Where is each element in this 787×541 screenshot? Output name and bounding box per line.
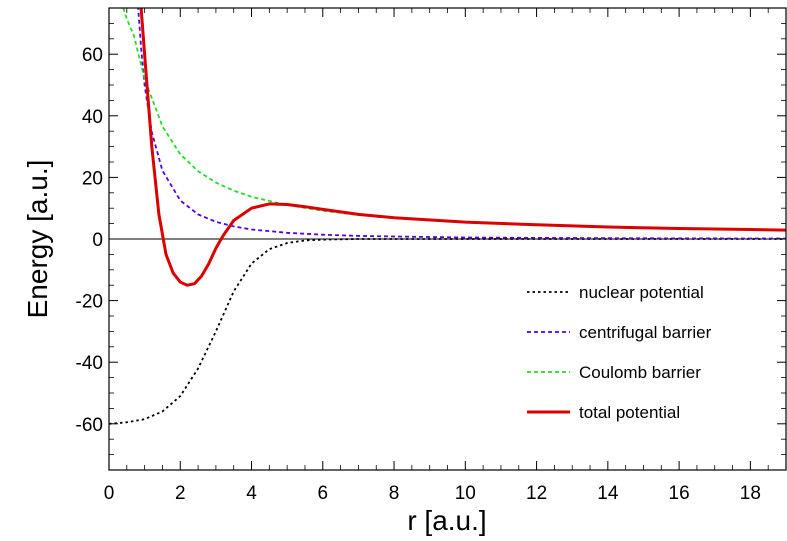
legend-label-centrifugal-barrier: centrifugal barrier	[579, 323, 712, 342]
y-tick-label: -60	[76, 415, 103, 436]
x-tick-label: 4	[246, 483, 257, 504]
x-axis-label: r [a.u.]	[407, 505, 486, 536]
y-tick-label: -20	[76, 292, 103, 313]
legend-label-total-potential: total potential	[579, 403, 680, 422]
series-line-centrifugal-barrier	[137, 8, 786, 240]
legend-label-coulomb-barrier: Coulomb barrier	[579, 363, 701, 382]
axis-layer: 0 2 4 6 8 10 12 14 16 18 -60 -40 -20 0 20 40 60	[76, 7, 786, 504]
x-tick-label: 16	[669, 483, 690, 504]
y-axis-label: Energy [a.u.]	[22, 160, 53, 319]
legend: nuclear potential centrifugal barrier Coul…	[527, 283, 712, 422]
x-tick-label: 14	[597, 483, 619, 504]
series-line-total-potential	[139, 8, 786, 287]
y-tick-label: 20	[82, 168, 103, 189]
x-tick-label: 8	[389, 483, 400, 504]
x-tick-label: 2	[175, 483, 186, 504]
legend-label-nuclear-potential: nuclear potential	[579, 283, 704, 302]
series-line-nuclear-potential	[109, 238, 786, 425]
x-tick-label: 12	[526, 483, 547, 504]
y-tick-label: 60	[82, 45, 103, 66]
y-tick-label: 0	[92, 230, 103, 251]
y-tick-label: 40	[82, 107, 103, 128]
y-tick-label: -40	[76, 353, 103, 374]
series-layer	[109, 8, 786, 425]
x-tick-label: 6	[318, 483, 329, 504]
x-tick-label: 10	[455, 483, 476, 504]
x-tick-label: 18	[740, 483, 761, 504]
x-tick-label: 0	[104, 483, 115, 504]
